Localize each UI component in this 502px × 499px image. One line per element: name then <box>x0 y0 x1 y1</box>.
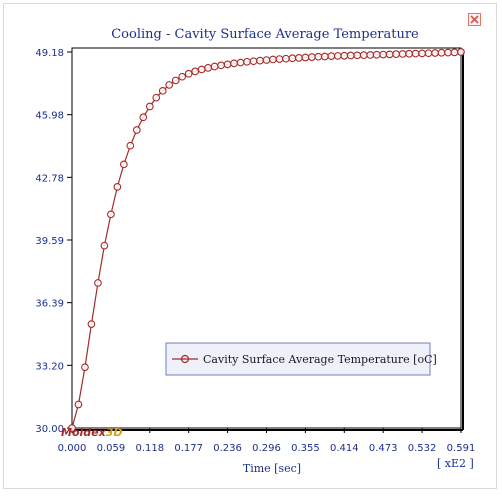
series-point <box>191 67 200 76</box>
series-layer <box>68 48 465 432</box>
series-point <box>120 160 128 169</box>
y-tick-label: 36.39 <box>35 299 64 310</box>
series-point <box>411 49 420 58</box>
series-point <box>398 50 407 58</box>
legend-marker-swatch <box>180 354 190 364</box>
series-point <box>450 48 459 57</box>
legend-box <box>165 342 431 376</box>
series-point <box>308 53 316 61</box>
x-tick-label: 0.296 <box>252 443 281 454</box>
series-point <box>301 53 310 62</box>
series-point <box>405 49 413 58</box>
series-point <box>243 57 251 66</box>
series-point <box>295 54 303 62</box>
x-tick-label: 0.177 <box>174 443 203 454</box>
x-tick-label: 0.236 <box>213 443 242 454</box>
y-tick-label: 45.98 <box>35 111 64 122</box>
series-point <box>230 59 238 68</box>
x-tick-label: 0.414 <box>330 443 359 454</box>
x-tick-label: 0.473 <box>369 443 398 454</box>
series-point <box>353 51 362 60</box>
series-point <box>457 48 465 56</box>
series-point <box>171 76 180 85</box>
series-point <box>87 320 96 328</box>
series-point <box>236 58 245 67</box>
series-point <box>81 363 89 372</box>
series-point <box>392 50 401 59</box>
series-point <box>197 65 206 74</box>
series-point <box>314 52 323 61</box>
series-point <box>94 279 102 287</box>
series-point <box>126 141 135 150</box>
x-axis-title: Time [sec] <box>243 462 301 475</box>
series-point <box>68 424 76 432</box>
series-point <box>165 81 174 89</box>
x-tick-label: 0.118 <box>135 443 164 454</box>
series-point <box>107 210 115 219</box>
series-point <box>74 400 83 409</box>
series-point <box>385 50 394 59</box>
series-point <box>158 86 167 95</box>
series-point <box>320 52 329 61</box>
x-axis-ticks: 0.000 0.059 0.118 0.177 0.236 0.296 0.355 0.414… <box>58 428 476 454</box>
close-button[interactable] <box>468 13 481 26</box>
series-point <box>262 56 271 64</box>
legend-label: Cavity Surface Average Temperature [oC] <box>203 353 437 366</box>
x-tick-label: 0.000 <box>58 443 87 454</box>
series-point <box>431 49 439 57</box>
series-point <box>359 51 368 59</box>
x-tick-label: 0.532 <box>408 443 437 454</box>
series-point <box>366 51 375 59</box>
series-point <box>333 52 342 60</box>
series-point <box>288 54 297 63</box>
series-point <box>152 93 161 102</box>
series-point <box>269 55 277 64</box>
y-tick-label: 42.78 <box>35 173 64 184</box>
moldex-logo: Moldex3D <box>61 426 123 439</box>
series-point <box>418 49 426 58</box>
x-tick-label: 0.591 <box>447 443 476 454</box>
series-point <box>340 51 349 60</box>
series-point <box>424 49 433 58</box>
x-tick-label: 0.059 <box>97 443 126 454</box>
series-point <box>379 50 388 59</box>
series-point <box>444 48 452 57</box>
series-point <box>437 48 446 57</box>
series-point <box>139 113 148 122</box>
x-tick-label: 0.355 <box>291 443 320 454</box>
x-axis-multiplier: [ xE2 ] <box>437 457 474 470</box>
y-tick-label: 33.20 <box>35 361 64 372</box>
y-axis-ticks: 30.00 33.20 36.39 39.59 42.78 45.98 49.18 <box>35 48 72 435</box>
chart-title: Cooling - Cavity Surface Average Tempera… <box>111 27 419 42</box>
y-tick-label: 49.18 <box>35 48 64 59</box>
series-point <box>210 62 219 71</box>
close-icon <box>470 15 479 24</box>
series-point <box>249 57 258 66</box>
series-point <box>178 72 187 81</box>
series-point <box>132 126 141 134</box>
series-point <box>282 54 290 63</box>
series-point <box>223 60 232 69</box>
series-point <box>217 61 225 70</box>
series-point <box>346 51 355 60</box>
series-point <box>327 52 336 60</box>
series-point <box>372 50 381 59</box>
series-point <box>100 241 109 250</box>
series-point <box>256 56 264 65</box>
y-tick-label: 30.00 <box>35 424 64 435</box>
series-point <box>113 183 122 191</box>
series-point <box>145 102 154 111</box>
series-point <box>184 69 193 78</box>
legend: Cavity Surface Average Temperature [oC] <box>165 342 437 376</box>
y-tick-label: 39.59 <box>35 236 64 247</box>
series-point <box>275 55 284 63</box>
series-point <box>204 64 212 72</box>
